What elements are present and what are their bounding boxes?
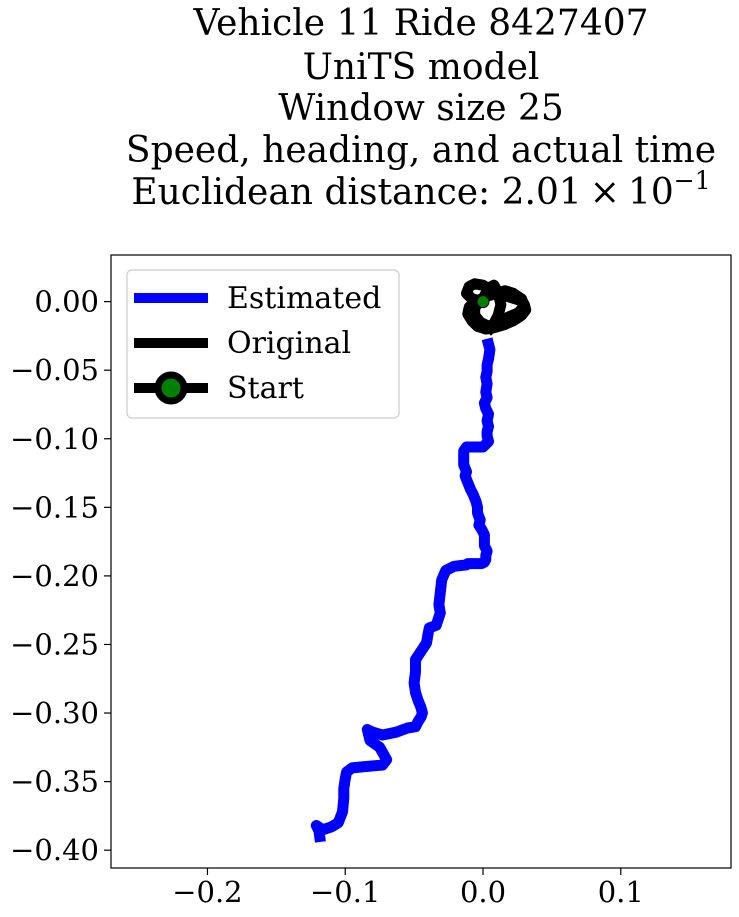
title-distance-mantissa: 2.01 [502, 172, 582, 213]
y-axis: 0.00 −0.05 −0.10 −0.15 −0.20 −0.25 −0.30 −0.35 −… [10, 285, 111, 867]
legend-start-label: Start [227, 371, 304, 406]
title-line-distance: Euclidean distance: 2.01 × 10−1 [131, 166, 710, 213]
title-distance-times: × [590, 172, 620, 213]
title-distance-exponent: −1 [674, 166, 711, 195]
legend-estimated-label: Estimated [227, 281, 381, 316]
y-tick-label: −0.05 [10, 353, 99, 387]
y-tick-label: −0.25 [10, 627, 99, 661]
x-tick-label: −0.2 [172, 875, 242, 909]
x-tick-label: 0.0 [460, 875, 506, 909]
axes-frame [110, 254, 732, 869]
legend-original-label: Original [227, 326, 351, 361]
y-tick-label: −0.35 [10, 765, 99, 799]
x-axis: −0.2 −0.1 0.0 0.1 [172, 868, 644, 909]
start-point-marker [476, 295, 490, 309]
legend-box [126, 269, 400, 419]
y-tick-label: 0.00 [34, 285, 99, 319]
series-layer [310, 278, 532, 843]
title-line-window: Window size 25 [278, 88, 564, 129]
plot-area [310, 278, 532, 843]
y-tick-label: −0.20 [10, 559, 99, 593]
title-distance-base: 10 [628, 172, 674, 213]
title-line-model: UniTS model [303, 47, 540, 88]
y-tick-label: −0.15 [10, 490, 99, 524]
legend: Estimated Original Start [126, 269, 400, 419]
chart-title: Vehicle 11 Ride 8427407 UniTS model Wind… [126, 3, 716, 213]
series-estimated-line [310, 337, 496, 843]
legend-start-marker [154, 371, 188, 405]
y-tick-label: −0.40 [10, 833, 99, 867]
y-tick-label: −0.30 [10, 696, 99, 730]
title-line-vehicle: Vehicle 11 Ride 8427407 [192, 3, 648, 44]
series-original-line [461, 278, 532, 336]
title-line-features: Speed, heading, and actual time [126, 130, 716, 171]
x-tick-label: −0.1 [310, 875, 380, 909]
title-distance-prefix: Euclidean distance: [131, 172, 501, 213]
y-tick-label: −0.10 [10, 422, 99, 456]
x-tick-label: 0.1 [598, 875, 644, 909]
